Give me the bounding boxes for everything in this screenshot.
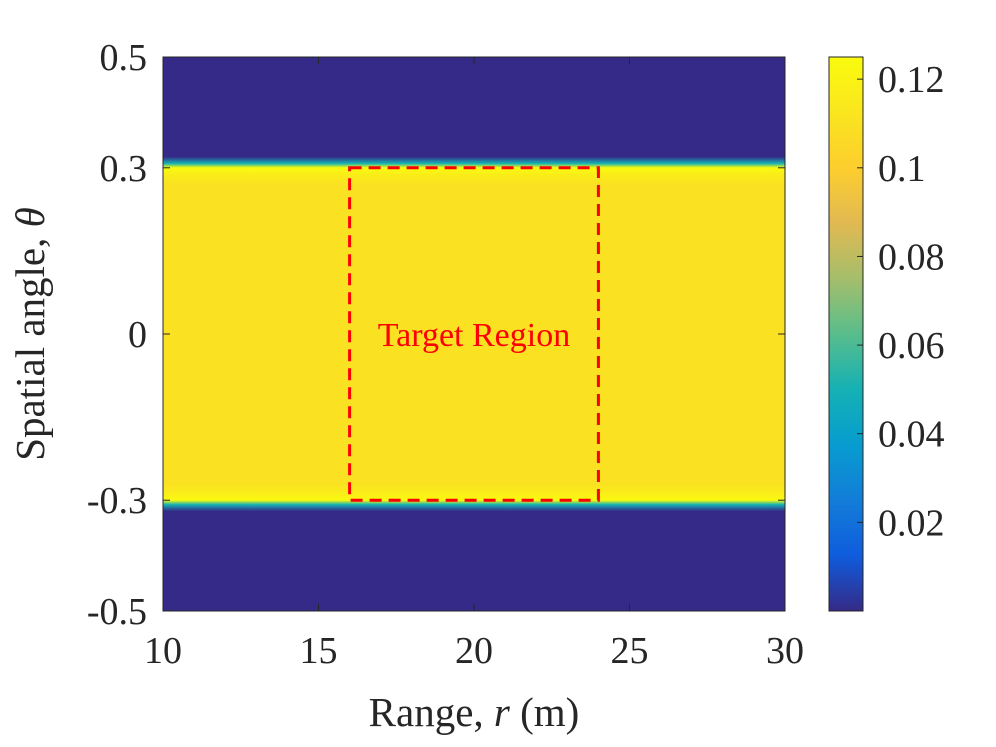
y-tick-label: -0.5 xyxy=(87,591,147,633)
colorbar-frame xyxy=(828,56,864,612)
x-tick-label: 30 xyxy=(766,630,804,672)
annotation-layer: Target Region xyxy=(348,166,600,502)
x-tick-label: 20 xyxy=(455,630,493,672)
x-axis-label-var: r xyxy=(494,689,511,735)
y-tick-label: 0.3 xyxy=(100,148,148,190)
colorbar-tick-label: 0.08 xyxy=(878,236,945,278)
x-axis-label-text: Range, xyxy=(369,689,494,735)
y-tick-label: -0.3 xyxy=(87,480,147,522)
x-axis: 10 15 20 25 30 xyxy=(144,57,804,672)
x-tick-label: 15 xyxy=(300,630,338,672)
colorbar-tick-label: 0.1 xyxy=(878,148,926,190)
colorbar-scale xyxy=(829,57,863,611)
x-axis-label-unit: (m) xyxy=(510,689,579,735)
colorbar: 0.12 0.1 0.08 0.06 0.04 0.02 xyxy=(828,56,945,612)
colorbar-tick-label: 0.02 xyxy=(878,502,945,544)
target-region-box xyxy=(348,166,600,502)
y-axis-label: Spatial angle, θ xyxy=(7,207,53,461)
x-tick-label: 10 xyxy=(144,630,182,672)
y-axis: 0.5 0.3 0 -0.3 -0.5 xyxy=(87,37,785,633)
heatmap-field xyxy=(163,57,785,611)
y-axis-label-text: Spatial angle, xyxy=(7,227,53,460)
y-tick-label: 0 xyxy=(128,314,147,356)
target-region-label: Target Region xyxy=(378,317,570,354)
colorbar-tick-label: 0.06 xyxy=(878,325,945,367)
x-tick-label: 25 xyxy=(611,630,649,672)
plot-area: Target Region xyxy=(162,56,786,612)
y-tick-label: 0.5 xyxy=(100,37,148,79)
y-axis-label-var: θ xyxy=(7,207,53,227)
colorbar-tick-label: 0.04 xyxy=(878,414,945,456)
x-axis-label: Range, r (m) xyxy=(369,689,580,735)
colorbar-ticks: 0.12 0.1 0.08 0.06 0.04 0.02 xyxy=(857,59,945,544)
colorbar-tick-label: 0.12 xyxy=(878,59,945,101)
